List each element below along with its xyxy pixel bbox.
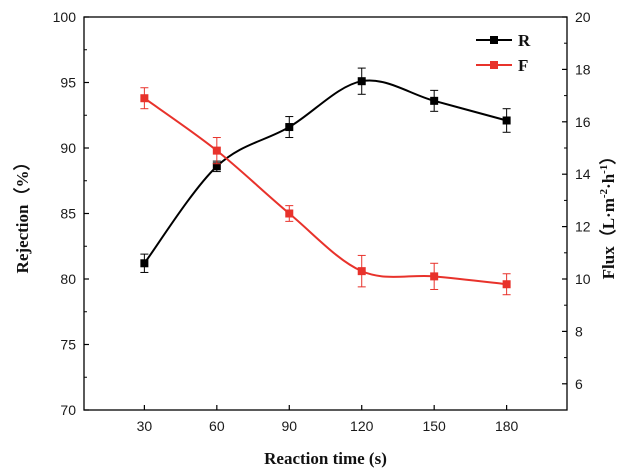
right-y-axis-title: Flux（L·m-2·h-1） <box>598 148 618 280</box>
x-tick-label: 150 <box>422 418 446 434</box>
legend-marker-R <box>490 36 498 44</box>
x-tick-label: 30 <box>137 418 153 434</box>
left-y-tick-label: 75 <box>60 337 76 353</box>
left-y-tick-label: 95 <box>60 75 76 91</box>
data-point-F <box>502 280 511 289</box>
legend: RF <box>476 31 531 75</box>
right-y-tick-label: 18 <box>575 61 591 77</box>
right-y-axis-title-suffix: ） <box>598 148 618 165</box>
left-y-tick-label: 70 <box>60 402 76 418</box>
right-y-tick-label: 20 <box>575 9 591 25</box>
right-y-tick-label: 10 <box>575 271 591 287</box>
left-y-axis-title: Rejection（%） <box>12 154 32 274</box>
series-layer <box>140 67 511 296</box>
series-line-F <box>143 97 507 286</box>
series-R <box>140 67 511 273</box>
right-y-tick-label: 8 <box>575 323 583 339</box>
data-point-R <box>502 116 511 125</box>
data-point-F <box>430 272 439 281</box>
right-y-axis-title-sup2: -1 <box>598 165 610 174</box>
x-tick-label: 180 <box>495 418 519 434</box>
right-y-tick-label: 14 <box>575 166 591 182</box>
legend-label-R: R <box>518 31 531 50</box>
data-point-F <box>140 94 149 103</box>
series-line-R <box>143 79 507 264</box>
x-axis-title: Reaction time (s) <box>264 449 387 468</box>
right-y-axis-title-sup1: -2 <box>598 188 610 198</box>
x-tick-label: 90 <box>281 418 297 434</box>
left-y-tick-label: 100 <box>53 9 77 25</box>
right-y-tick-label: 6 <box>575 376 583 392</box>
data-point-R <box>285 123 294 132</box>
left-y-tick-label: 85 <box>60 206 76 222</box>
data-point-F <box>212 146 221 155</box>
data-point-F <box>285 209 294 218</box>
left-y-tick-label: 90 <box>60 140 76 156</box>
right-y-axis-title-prefix: Flux（L·m <box>598 198 618 279</box>
right-y-tick-label: 12 <box>575 219 591 235</box>
right-y-tick-label: 16 <box>575 114 591 130</box>
series-F <box>140 87 511 296</box>
legend-marker-F <box>490 61 498 69</box>
left-y-tick-label: 80 <box>60 271 76 287</box>
x-tick-label: 60 <box>209 418 225 434</box>
axes-layer: 30 60 90 120 150 180 70 75 80 85 90 95 100 6 8 10 12 14 16… <box>53 9 591 434</box>
x-tick-label: 120 <box>350 418 374 434</box>
plot-frame <box>83 16 568 411</box>
legend-label-F: F <box>518 56 528 75</box>
data-point-R <box>430 96 439 105</box>
data-point-R <box>212 162 221 171</box>
data-point-F <box>357 267 366 276</box>
right-y-axis-title-mid: ·h <box>599 173 618 189</box>
data-point-R <box>357 77 366 86</box>
data-point-R <box>140 259 149 268</box>
